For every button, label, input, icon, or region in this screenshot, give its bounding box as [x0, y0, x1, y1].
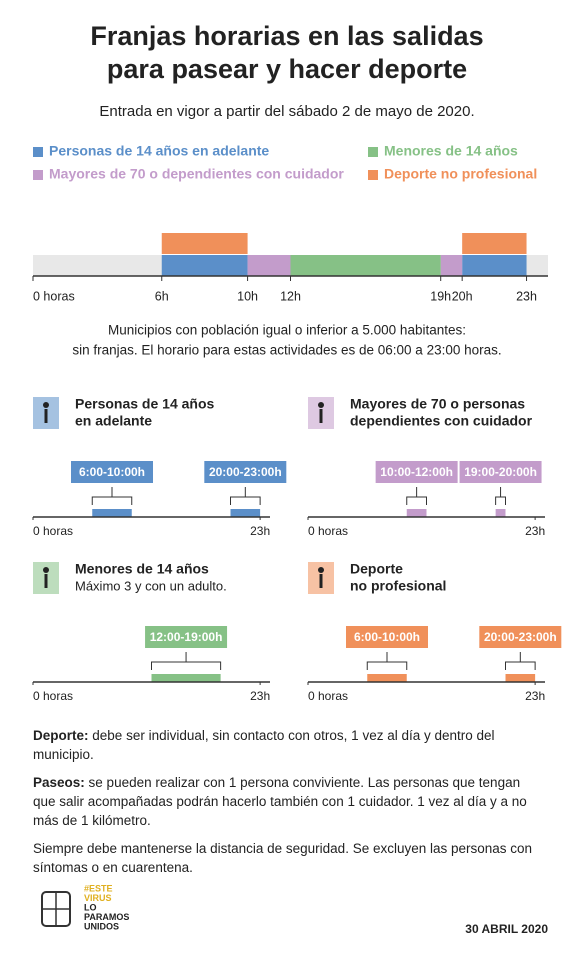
legend-label: Deporte no profesional — [384, 166, 537, 182]
shield-logo — [41, 891, 71, 927]
range-label-box — [71, 461, 153, 483]
bracket — [495, 487, 506, 505]
bracket — [151, 652, 222, 670]
tick-label: 23h — [525, 524, 545, 538]
legend-label: Personas de 14 años en adelante — [49, 143, 269, 159]
tick-label: 10h — [237, 289, 258, 303]
logo-text: VIRUS — [84, 893, 112, 903]
title: Franjas horarias en las salidas — [90, 21, 483, 51]
panel-title: dependientes con cuidador — [350, 413, 533, 429]
panel-title: en adelante — [75, 413, 152, 429]
paragraph: Deporte: debe ser individual, sin contac… — [33, 726, 543, 764]
text: Siempre debe mantenerse la distancia de … — [33, 841, 533, 875]
range-label-box — [145, 626, 228, 648]
bracket — [505, 652, 536, 670]
legend-label: Mayores de 70 o dependientes con cuidado… — [49, 166, 344, 182]
panel-title: no profesional — [350, 578, 446, 594]
range-label: 6:00-10:00h — [354, 630, 420, 644]
bracket — [230, 487, 261, 505]
range-label: 10:00-12:00h — [380, 465, 453, 479]
range-bar — [406, 509, 427, 517]
tick-label: 23h — [250, 524, 270, 538]
logo-text: LO — [84, 902, 97, 912]
time-range — [440, 255, 463, 276]
tick-label: 0 horas — [33, 689, 73, 703]
logo-text: #ESTE — [84, 883, 113, 893]
paragraph: Paseos: se pueden realizar con 1 persona… — [33, 773, 543, 830]
tick-label: 23h — [516, 289, 537, 303]
range-label-box — [375, 461, 458, 483]
text: se pueden realizar con 1 persona convivi… — [33, 775, 527, 828]
tick-label: 0 horas — [308, 524, 348, 538]
tick-label: 0 horas — [33, 524, 73, 538]
legend-swatch — [368, 170, 378, 180]
tick-label: 19h — [430, 289, 451, 303]
subtitle: Entrada en vigor a partir del sábado 2 d… — [99, 103, 474, 120]
range-bar — [230, 509, 261, 517]
range-bar — [151, 674, 221, 682]
icon-head — [318, 402, 324, 408]
panel-title: Mayores de 70 o personas — [350, 396, 525, 412]
icon-head — [43, 402, 49, 408]
legend-swatch — [368, 147, 378, 157]
time-range — [462, 255, 527, 276]
range-label-box — [204, 461, 287, 483]
range-label-box — [346, 626, 428, 648]
bracket — [91, 487, 133, 505]
icon-head — [43, 567, 49, 573]
range-label: 20:00-23:00h — [484, 630, 557, 644]
range-label-box — [459, 461, 542, 483]
bracket — [406, 487, 427, 505]
panel-title: Personas de 14 años — [75, 396, 215, 412]
range-label: 20:00-23:00h — [209, 465, 282, 479]
tick-label: 12h — [280, 289, 301, 303]
range-bar — [92, 509, 132, 517]
range-label-box — [479, 626, 562, 648]
range-label: 12:00-19:00h — [150, 630, 223, 644]
panel-subtitle: Máximo 3 y con un adulto. — [75, 578, 227, 593]
logo-text: UNIDOS — [84, 921, 119, 931]
range-label: 19:00-20:00h — [464, 465, 537, 479]
legend-swatch — [33, 170, 43, 180]
range-label: 6:00-10:00h — [79, 465, 145, 479]
tick-label: 23h — [250, 689, 270, 703]
tick-label: 0 horas — [33, 289, 75, 303]
range-bar — [367, 674, 407, 682]
note: sin franjas. El horario para estas activ… — [72, 343, 501, 358]
time-range — [290, 255, 441, 276]
panel-title: Deporte — [350, 561, 403, 577]
date: 30 ABRIL 2020 — [465, 922, 548, 936]
time-range — [161, 233, 248, 254]
tick-label: 6h — [155, 289, 169, 303]
tick-label: 0 horas — [308, 689, 348, 703]
panel-title: Menores de 14 años — [75, 561, 209, 577]
tick-label: 23h — [525, 689, 545, 703]
logo-text: PARAMOS — [84, 912, 129, 922]
title: para pasear y hacer deporte — [107, 54, 467, 84]
lead: Deporte: — [33, 728, 89, 743]
legend-label: Menores de 14 años — [384, 143, 518, 159]
tick-label: 20h — [452, 289, 473, 303]
lead: Paseos: — [33, 775, 85, 790]
time-range — [161, 255, 248, 276]
legend-swatch — [33, 147, 43, 157]
range-bar — [505, 674, 536, 682]
time-range — [462, 233, 527, 254]
note: Municipios con población igual o inferio… — [108, 323, 466, 338]
paragraph: Siempre debe mantenerse la distancia de … — [33, 839, 543, 877]
text: debe ser individual, sin contacto con ot… — [33, 728, 495, 762]
bracket — [366, 652, 408, 670]
icon-head — [318, 567, 324, 573]
time-range — [247, 255, 291, 276]
range-bar — [495, 509, 506, 517]
text-block: Deporte: debe ser individual, sin contac… — [33, 726, 543, 886]
